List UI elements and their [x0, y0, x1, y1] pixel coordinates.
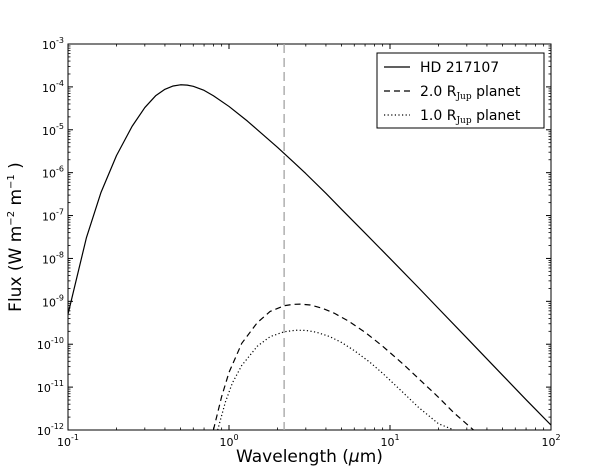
legend: HD 217107 2.0 RJup planet 1.0 RJup plane… [376, 52, 545, 129]
x-tick-label: 100 [219, 433, 238, 449]
y-axis-title: Flux (W m−2 m−1 ) [6, 162, 26, 312]
series-line-2 [217, 329, 455, 430]
y-tick-label: 10-11 [37, 379, 64, 395]
y-tick-label: 10-3 [42, 36, 64, 52]
series-line-0 [68, 84, 551, 426]
y-tick-label: 10-6 [42, 165, 64, 181]
y-tick-label: 10-7 [42, 208, 64, 224]
x-axis-title: Wavelength (μm) [236, 447, 383, 467]
y-tick-label: 10-5 [42, 122, 64, 138]
y-tick-label: 10-8 [42, 250, 64, 266]
x-tick-label: 10-1 [57, 433, 79, 449]
x-tick-label: 101 [380, 433, 399, 449]
y-tick-label: 10-9 [42, 293, 64, 309]
x-tick-label: 102 [541, 433, 560, 449]
legend-label-2rjup: 2.0 RJup planet [420, 84, 521, 102]
legend-label-hd217107: HD 217107 [420, 60, 499, 76]
y-tick-label: 10-4 [42, 79, 64, 95]
y-tick-label: 10-10 [37, 336, 64, 352]
legend-label-1rjup: 1.0 RJup planet [420, 108, 521, 126]
y-tick-label: 10-12 [37, 422, 64, 438]
series-line-1 [212, 303, 474, 430]
